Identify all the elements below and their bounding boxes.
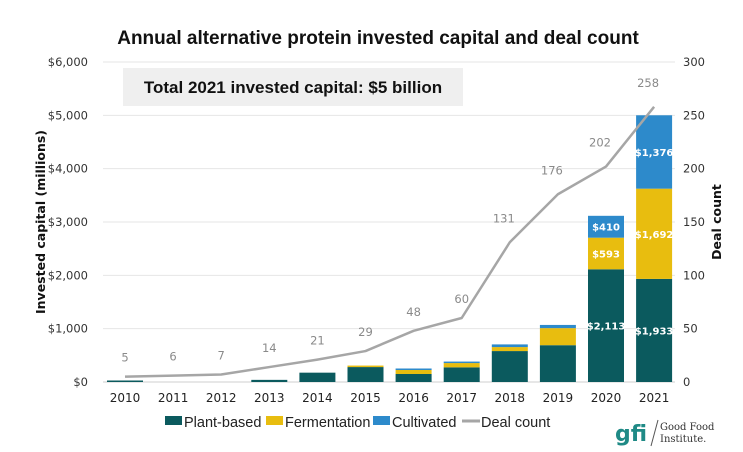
bars — [107, 115, 673, 382]
bar-fermentation-2020 — [588, 237, 624, 270]
bar-plant-based-2018 — [491, 351, 528, 382]
x-tick-label: 2018 — [495, 391, 526, 405]
logo-name-line1: Good Food — [660, 422, 715, 433]
bar-fermentation-2019 — [539, 328, 576, 346]
segment-label: $1,933 — [635, 326, 674, 337]
x-tick-label: 2019 — [543, 391, 574, 405]
bar-cultivated-2020 — [588, 215, 624, 238]
deal-count-label: 176 — [541, 163, 563, 177]
legend-label-plant-based: Plant-based — [184, 415, 261, 431]
y-axis-title: Invested capital (millions) — [33, 130, 48, 314]
deal-count-label: 7 — [218, 349, 225, 363]
y2-tick-label: 150 — [683, 215, 705, 229]
legend-swatch-fermentation — [266, 416, 283, 425]
callout-box — [123, 68, 463, 106]
y2-axis-ticks: 0 50 100 150 200 250 300 — [683, 55, 705, 389]
bar-plant-based-2020 — [588, 269, 624, 382]
bar-cultivated-2021 — [636, 115, 673, 189]
deal-count-label: 131 — [493, 211, 515, 225]
segment-labels: $2,113 $593 $410 $1,933 $1,692 $1,376 — [587, 148, 674, 337]
x-tick-label: 2015 — [350, 391, 381, 405]
logo-name-line2: Institute. — [660, 434, 706, 445]
segment-label: $593 — [592, 249, 620, 260]
x-tick-label: 2010 — [110, 391, 141, 405]
x-tick-label: 2013 — [254, 391, 285, 405]
segment-label: $410 — [592, 223, 620, 234]
legend-swatch-cultivated — [373, 416, 390, 425]
y2-tick-label: 300 — [683, 55, 705, 69]
deal-count-label: 258 — [637, 76, 659, 90]
bar-cultivated-2017 — [443, 361, 480, 364]
y2-tick-label: 250 — [683, 108, 705, 122]
deal-count-label: 6 — [169, 350, 176, 364]
chart-title: Annual alternative protein invested capi… — [117, 28, 639, 49]
y-tick-label: $6,000 — [48, 55, 88, 69]
y-tick-label: $0 — [73, 375, 88, 389]
legend-swatch-plant-based — [165, 416, 182, 425]
bar-plant-based-2021 — [636, 278, 673, 382]
segment-label: $2,113 — [587, 322, 626, 333]
y2-axis-title: Deal count — [709, 184, 724, 260]
y2-tick-label: 100 — [683, 268, 705, 282]
x-tick-label: 2014 — [302, 391, 333, 405]
y2-tick-label: 0 — [683, 375, 690, 389]
deal-count-polyline — [124, 106, 656, 378]
legend-label-deal-count: Deal count — [481, 415, 550, 431]
bar-fermentation-2021 — [636, 188, 673, 279]
bar-fermentation-2015 — [347, 365, 384, 368]
x-tick-label: 2021 — [639, 391, 670, 405]
segment-label: $1,692 — [635, 230, 674, 241]
bar-fermentation-2018 — [491, 347, 528, 352]
y2-tick-label: 200 — [683, 162, 705, 176]
y-tick-label: $4,000 — [48, 162, 88, 176]
bar-plant-based-2013 — [251, 379, 288, 382]
y-tick-label: $1,000 — [48, 322, 88, 336]
x-tick-label: 2017 — [446, 391, 477, 405]
legend: Plant-based Fermentation Cultivated Deal… — [165, 415, 550, 431]
gridlines — [103, 61, 675, 383]
bar-fermentation-2016 — [395, 370, 432, 374]
bar-plant-based-2015 — [347, 367, 384, 382]
segment-label: $1,376 — [635, 148, 674, 159]
x-tick-label: 2011 — [158, 391, 189, 405]
deal-count-label: 21 — [310, 334, 325, 348]
deal-count-line: 5 6 7 14 21 29 48 60 131 176 202 258 — [121, 76, 659, 378]
bar-plant-based-2019 — [539, 345, 576, 382]
bar-plant-based-2010 — [107, 380, 143, 382]
deal-count-label: 5 — [121, 351, 128, 365]
y-tick-label: $3,000 — [48, 215, 88, 229]
y-axis-ticks: $0 $1,000 $2,000 $3,000 $4,000 $5,000 $6,000 — [48, 55, 88, 389]
bar-plant-based-2017 — [443, 367, 480, 382]
y2-tick-label: 50 — [683, 322, 698, 336]
logo-mark: gfi — [615, 422, 647, 447]
deal-count-label: 202 — [589, 136, 611, 150]
y-tick-label: $5,000 — [48, 108, 88, 122]
bar-cultivated-2018 — [491, 344, 528, 348]
legend-label-cultivated: Cultivated — [392, 415, 456, 431]
deal-count-label: 48 — [406, 305, 421, 319]
bar-cultivated-2019 — [539, 324, 576, 329]
bar-cultivated-2016 — [395, 368, 432, 370]
bar-plant-based-2014 — [299, 372, 336, 382]
bar-plant-based-2016 — [395, 374, 432, 382]
callout-text: Total 2021 invested capital: $5 billion — [144, 78, 442, 97]
deal-count-label: 14 — [262, 341, 277, 355]
x-tick-label: 2020 — [591, 391, 622, 405]
x-tick-label: 2012 — [206, 391, 237, 405]
bar-fermentation-2017 — [443, 363, 480, 368]
gfi-logo: gfi Good Food Institute. — [615, 419, 715, 447]
deal-count-label: 60 — [454, 292, 469, 306]
y-tick-label: $2,000 — [48, 268, 88, 282]
logo-divider — [650, 419, 659, 447]
x-tick-label: 2016 — [398, 391, 429, 405]
x-axis-ticks: 2010 2011 2012 2013 2014 2015 2016 2017 2018 2019… — [110, 391, 670, 405]
deal-count-label: 29 — [358, 325, 373, 339]
legend-label-fermentation: Fermentation — [285, 415, 370, 431]
